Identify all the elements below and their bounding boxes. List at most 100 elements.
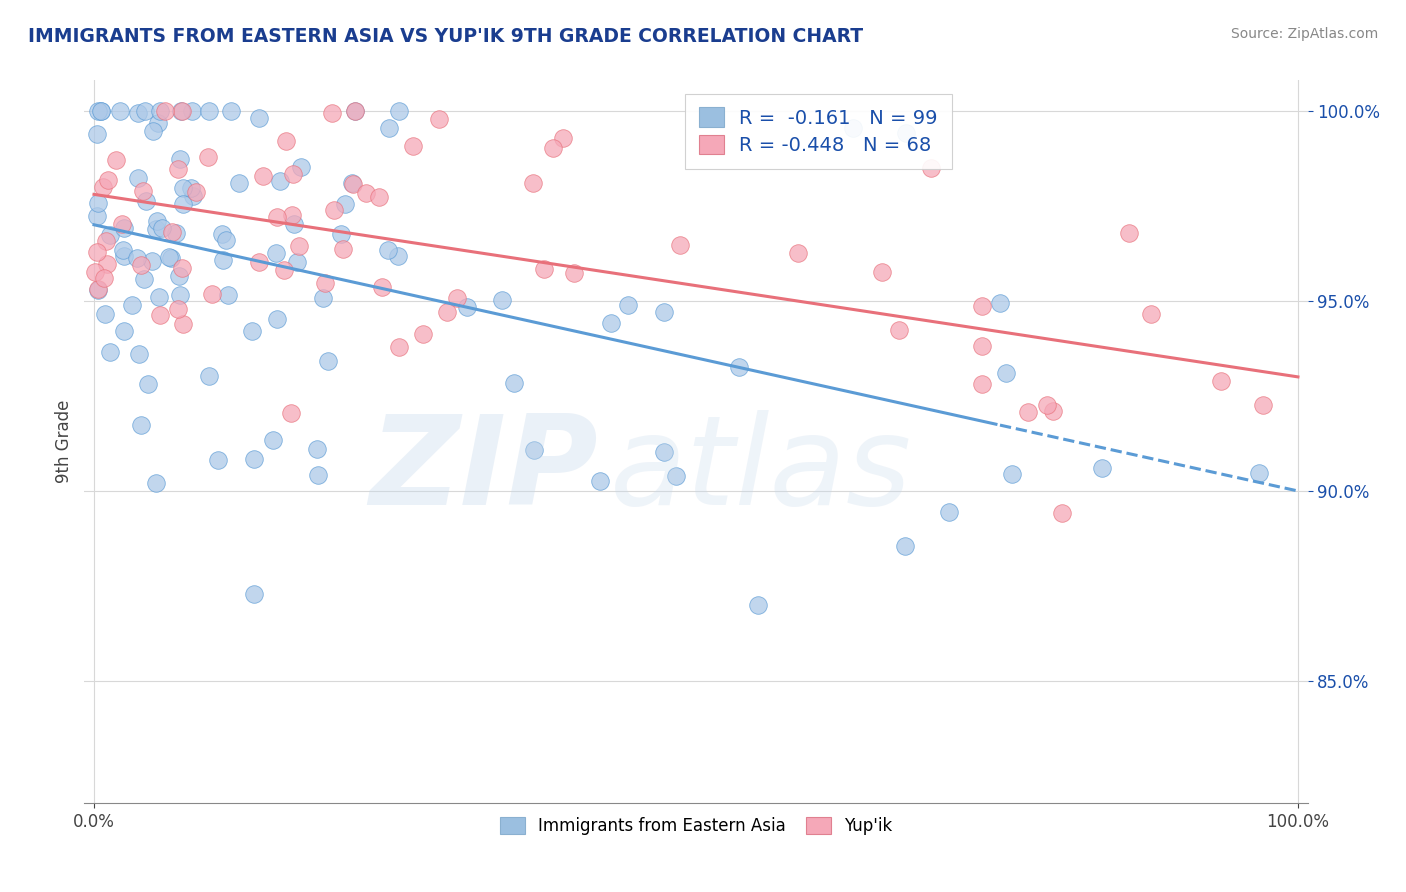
Point	[169, 288, 191, 302]
Point	[288, 239, 311, 253]
Point	[262, 433, 284, 447]
Point	[1090, 461, 1112, 475]
Point	[280, 406, 302, 420]
Point	[1140, 307, 1163, 321]
Point	[86, 210, 108, 224]
Point	[340, 176, 363, 190]
Point	[343, 103, 366, 118]
Point	[290, 160, 312, 174]
Point	[247, 255, 270, 269]
Point	[128, 347, 150, 361]
Point	[217, 287, 239, 301]
Point	[533, 262, 555, 277]
Point	[388, 103, 411, 118]
Point	[321, 106, 343, 120]
Point	[562, 267, 585, 281]
Point	[283, 168, 305, 182]
Legend: Immigrants from Eastern Asia, Yup'ik: Immigrants from Eastern Asia, Yup'ik	[494, 810, 898, 841]
Point	[134, 272, 156, 286]
Point	[1209, 374, 1232, 388]
Point	[273, 263, 295, 277]
Point	[167, 162, 190, 177]
Point	[354, 186, 377, 201]
Point	[97, 173, 120, 187]
Point	[169, 152, 191, 166]
Point	[1001, 467, 1024, 482]
Point	[252, 169, 274, 183]
Point	[112, 221, 135, 235]
Point	[197, 369, 219, 384]
Point	[553, 131, 575, 145]
Point	[1017, 405, 1039, 419]
Point	[93, 271, 115, 285]
Point	[180, 103, 202, 118]
Point	[368, 190, 391, 204]
Point	[652, 445, 675, 459]
Point	[129, 417, 152, 432]
Point	[145, 222, 167, 236]
Point	[436, 305, 458, 319]
Point	[994, 367, 1017, 381]
Point	[153, 103, 176, 118]
Point	[446, 291, 468, 305]
Point	[207, 452, 229, 467]
Point	[166, 226, 188, 240]
Point	[111, 218, 134, 232]
Point	[269, 174, 291, 188]
Point	[972, 299, 994, 313]
Point	[281, 208, 304, 222]
Point	[135, 194, 157, 208]
Point	[90, 103, 112, 118]
Point	[600, 316, 623, 330]
Point	[335, 197, 357, 211]
Point	[172, 197, 194, 211]
Point	[100, 228, 122, 243]
Point	[201, 287, 224, 301]
Point	[427, 112, 450, 127]
Point	[728, 360, 751, 375]
Point	[787, 245, 810, 260]
Point	[285, 254, 308, 268]
Point	[266, 246, 288, 260]
Point	[343, 104, 366, 119]
Point	[98, 345, 121, 359]
Point	[402, 139, 425, 153]
Point	[894, 126, 917, 140]
Point	[342, 178, 364, 192]
Point	[307, 468, 329, 483]
Point	[96, 257, 118, 271]
Point	[125, 252, 148, 266]
Point	[665, 469, 688, 483]
Point	[323, 202, 346, 217]
Point	[388, 341, 411, 355]
Point	[152, 220, 174, 235]
Point	[543, 141, 565, 155]
Point	[589, 474, 612, 488]
Point	[274, 134, 297, 148]
Point	[378, 120, 401, 135]
Point	[111, 243, 134, 257]
Point	[110, 103, 132, 118]
Point	[920, 161, 942, 176]
Point	[129, 258, 152, 272]
Point	[211, 252, 233, 267]
Point	[970, 377, 993, 392]
Point	[84, 265, 107, 279]
Point	[142, 124, 165, 138]
Point	[169, 103, 191, 118]
Point	[112, 324, 135, 338]
Point	[184, 185, 207, 199]
Point	[669, 238, 692, 252]
Point	[141, 254, 163, 268]
Point	[127, 106, 149, 120]
Point	[316, 353, 339, 368]
Point	[1251, 398, 1274, 412]
Point	[329, 227, 352, 241]
Point	[1052, 506, 1074, 520]
Point	[162, 225, 184, 239]
Point	[243, 587, 266, 601]
Point	[167, 268, 190, 283]
Point	[988, 295, 1011, 310]
Point	[172, 180, 194, 194]
Point	[149, 103, 172, 118]
